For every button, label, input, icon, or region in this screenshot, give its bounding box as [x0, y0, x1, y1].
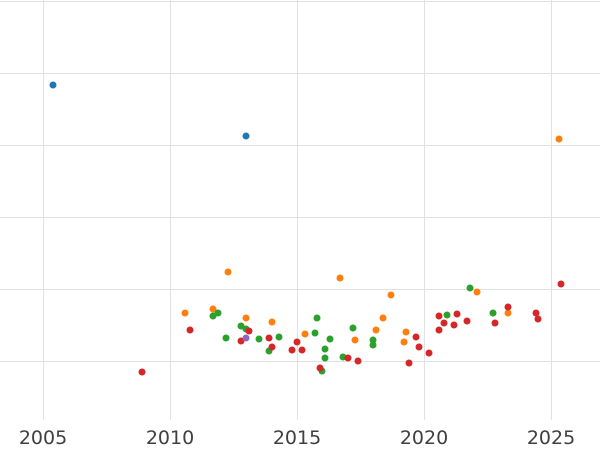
blue-point: [49, 81, 57, 89]
green-point: [313, 314, 321, 322]
x-tick-label: 2015: [272, 427, 322, 449]
red-point: [293, 338, 301, 346]
green-point: [255, 335, 263, 343]
green-point: [237, 322, 245, 330]
red-point: [415, 343, 423, 351]
v-gridline: [42, 0, 44, 420]
green-point: [466, 284, 474, 292]
orange-point: [224, 268, 232, 276]
red-point: [504, 303, 512, 311]
red-point: [268, 343, 276, 351]
x-tick-label: 2025: [526, 427, 576, 449]
red-point: [491, 319, 499, 327]
green-point: [349, 324, 357, 332]
h-gridline: [0, 144, 600, 146]
orange-point: [268, 318, 276, 326]
v-gridline: [423, 0, 425, 420]
h-gridline: [0, 360, 600, 362]
purple-point: [242, 334, 250, 342]
orange-point: [379, 314, 387, 322]
green-point: [326, 335, 334, 343]
red-point: [138, 368, 146, 376]
red-point: [316, 364, 324, 372]
green-point: [265, 347, 273, 355]
red-point: [245, 327, 253, 335]
green-point: [318, 367, 326, 375]
green-point: [369, 341, 377, 349]
blue-point: [242, 132, 250, 140]
green-point: [209, 312, 217, 320]
red-point: [557, 280, 565, 288]
green-point: [222, 334, 230, 342]
red-point: [237, 337, 245, 345]
orange-point: [336, 274, 344, 282]
red-point: [412, 333, 420, 341]
green-point: [369, 336, 377, 344]
v-gridline: [169, 0, 171, 420]
orange-point: [400, 338, 408, 346]
green-point: [311, 329, 319, 337]
green-point: [339, 353, 347, 361]
orange-point: [387, 291, 395, 299]
red-point: [186, 326, 194, 334]
red-point: [440, 319, 448, 327]
red-point: [298, 346, 306, 354]
orange-point: [402, 328, 410, 336]
red-point: [450, 321, 458, 329]
red-point: [344, 354, 352, 362]
red-point: [463, 317, 471, 325]
orange-point: [242, 314, 250, 322]
green-point: [275, 333, 283, 341]
red-point: [532, 309, 540, 317]
orange-point: [372, 326, 380, 334]
h-gridline: [0, 288, 600, 290]
green-point: [489, 309, 497, 317]
x-tick-label: 2020: [399, 427, 449, 449]
orange-point: [181, 309, 189, 317]
h-gridline: [0, 72, 600, 74]
red-point: [453, 310, 461, 318]
orange-point: [351, 336, 359, 344]
v-gridline: [550, 0, 552, 420]
green-point: [321, 354, 329, 362]
red-point: [435, 312, 443, 320]
orange-point: [301, 330, 309, 338]
v-gridline: [296, 0, 298, 420]
red-point: [265, 334, 273, 342]
orange-point: [209, 305, 217, 313]
red-point: [288, 346, 296, 354]
x-tick-label: 2005: [18, 427, 68, 449]
red-point: [405, 359, 413, 367]
red-point: [534, 315, 542, 323]
orange-point: [555, 135, 563, 143]
orange-point: [504, 309, 512, 317]
h-gridline: [0, 216, 600, 218]
orange-point: [473, 288, 481, 296]
red-point: [435, 326, 443, 334]
red-point: [425, 349, 433, 357]
x-tick-label: 2010: [145, 427, 195, 449]
green-point: [443, 311, 451, 319]
green-point: [214, 309, 222, 317]
h-gridline: [0, 0, 600, 2]
green-point: [321, 345, 329, 353]
red-point: [354, 357, 362, 365]
